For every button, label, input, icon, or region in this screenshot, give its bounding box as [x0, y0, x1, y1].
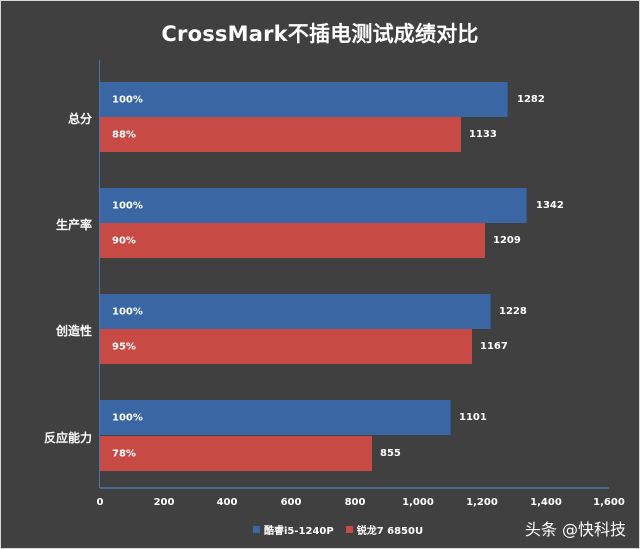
x-tick-label: 1,200: [466, 497, 498, 508]
category-label-creativity: 创造性: [55, 324, 92, 338]
x-tick-label: 200: [153, 497, 175, 508]
legend-label: 锐龙7 6850U: [356, 526, 424, 537]
legend-swatch-icon: [253, 526, 260, 533]
x-tick-label: 1,400: [530, 497, 562, 508]
bar-percent-label: 95%: [112, 341, 136, 352]
chart-legend: 酷睿i5-1240P 锐龙7 6850U: [253, 522, 423, 537]
legend-swatch-icon: [345, 526, 353, 533]
category-label-productivity: 生产率: [55, 218, 92, 232]
x-tick-label: 600: [280, 497, 302, 508]
x-tick-label: 1,000: [402, 497, 434, 508]
x-tick-label: 1,600: [593, 497, 625, 508]
category-label-total: 总分: [67, 112, 92, 126]
bar-value-label: 1342: [536, 200, 564, 211]
bar-amd-productivity: 90%: [100, 223, 485, 258]
bar-percent-label: 100%: [112, 94, 143, 105]
bar-percent-label: 100%: [112, 200, 143, 211]
bar-value-label: 1167: [480, 341, 508, 352]
bar-percent-label: 78%: [112, 448, 136, 459]
bar-amd-total: 88%: [100, 117, 461, 152]
bar-percent-label: 90%: [112, 235, 136, 246]
legend-label: 酷睿i5-1240P: [264, 526, 334, 537]
bar-value-label: 855: [380, 448, 401, 459]
y-axis-line: [99, 60, 100, 488]
bar-amd-responsiveness: 78%: [100, 436, 372, 471]
bar-percent-label: 100%: [112, 412, 143, 423]
bar-value-label: 1133: [469, 129, 497, 140]
bar-value-label: 1282: [517, 94, 545, 105]
bar-intel-responsiveness: 100%: [100, 400, 451, 435]
x-tick-label: 0: [96, 497, 104, 508]
bar-intel-total: 100%: [100, 82, 508, 117]
bar-percent-label: 88%: [112, 129, 136, 140]
bar-value-label: 1209: [493, 235, 521, 246]
watermark: 头条 @快科技: [524, 520, 626, 539]
category-label-responsiveness: 反应能力: [43, 431, 92, 445]
bar-value-label: 1101: [459, 412, 487, 423]
x-tick-label: 800: [344, 497, 366, 508]
legend-item-amd: 锐龙7 6850U: [345, 522, 424, 537]
bar-value-label: 1228: [499, 306, 527, 317]
bar-percent-label: 100%: [112, 306, 143, 317]
bar-intel-creativity: 100%: [100, 294, 491, 329]
bar-amd-creativity: 95%: [100, 329, 472, 364]
chart-title: CrossMark不插电测试成绩对比: [161, 22, 479, 46]
x-axis-line: [100, 487, 609, 489]
legend-item-intel: 酷睿i5-1240P: [253, 522, 334, 537]
x-tick-label: 400: [216, 497, 238, 508]
bar-intel-productivity: 100%: [100, 188, 527, 223]
